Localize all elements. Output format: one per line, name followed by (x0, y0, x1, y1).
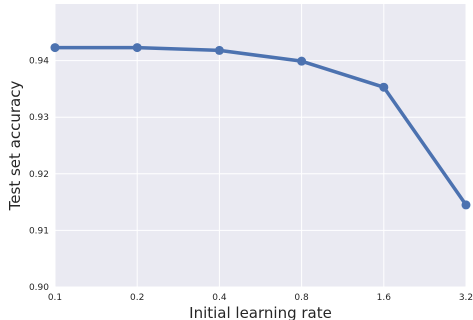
x-tick-label: 3.2 (459, 293, 473, 303)
data-point (461, 200, 471, 210)
x-tick-labels: 0.1 0.2 0.4 0.8 1.6 3.2 (48, 293, 473, 303)
plot-background (55, 4, 466, 287)
data-point (50, 43, 60, 53)
y-tick-labels: 0.90 0.91 0.92 0.93 0.94 (29, 57, 49, 293)
x-axis-label: Initial learning rate (189, 304, 332, 320)
x-tick-label: 0.4 (212, 293, 227, 303)
series-line (53, 45, 468, 207)
x-tick-label: 1.6 (377, 293, 392, 303)
x-tick-label: 0.2 (130, 293, 144, 303)
data-point (132, 43, 142, 53)
x-tick-label: 0.1 (48, 293, 62, 303)
x-tick-label: 0.8 (294, 293, 309, 303)
y-tick-label: 0.91 (29, 226, 49, 236)
data-point (297, 56, 307, 66)
y-tick-label: 0.94 (29, 57, 49, 67)
data-point (214, 45, 224, 55)
y-tick-label: 0.92 (29, 170, 49, 180)
y-tick-label: 0.90 (29, 283, 49, 293)
data-point (379, 82, 389, 92)
y-tick-label: 0.93 (29, 113, 49, 123)
series-layer (50, 43, 471, 210)
y-axis-label: Test set accuracy (6, 81, 24, 212)
